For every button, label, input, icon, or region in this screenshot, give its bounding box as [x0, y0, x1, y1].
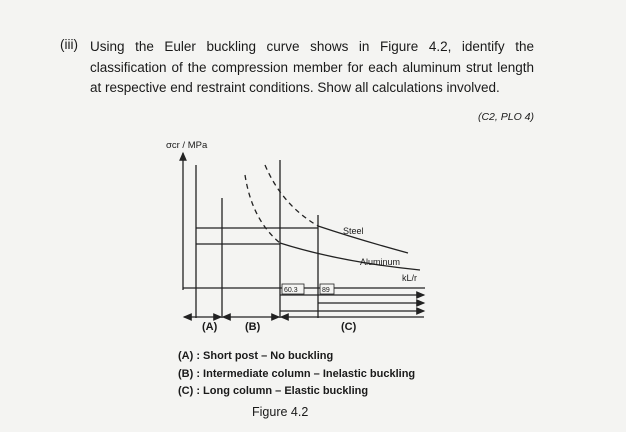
- legend-item: (A) : Short post – No buckling: [178, 350, 333, 362]
- limit-label: 60.3: [284, 287, 298, 294]
- figure-caption: Figure 4.2: [252, 405, 308, 419]
- marks: (C2, PLO 4): [477, 111, 534, 123]
- curve-label: Steel: [343, 226, 364, 236]
- limit-label: 89: [322, 287, 330, 294]
- diagram-lines: [179, 151, 426, 321]
- legend-item: (C) : Long column – Elastic buckling: [178, 385, 368, 397]
- y-axis-label: σcr / MPa: [166, 140, 208, 151]
- region-label: (C): [341, 321, 357, 333]
- region-label: (B): [245, 321, 261, 333]
- legend-item: (B) : Intermediate column – Inelastic bu…: [178, 368, 415, 380]
- x-axis-label: kL/r: [402, 273, 417, 283]
- region-label: (A): [202, 321, 218, 333]
- question-text: Using the Euler buckling curve shows in …: [90, 39, 534, 95]
- question-number: (iii): [60, 37, 78, 52]
- curve-label: Aluminum: [360, 257, 400, 267]
